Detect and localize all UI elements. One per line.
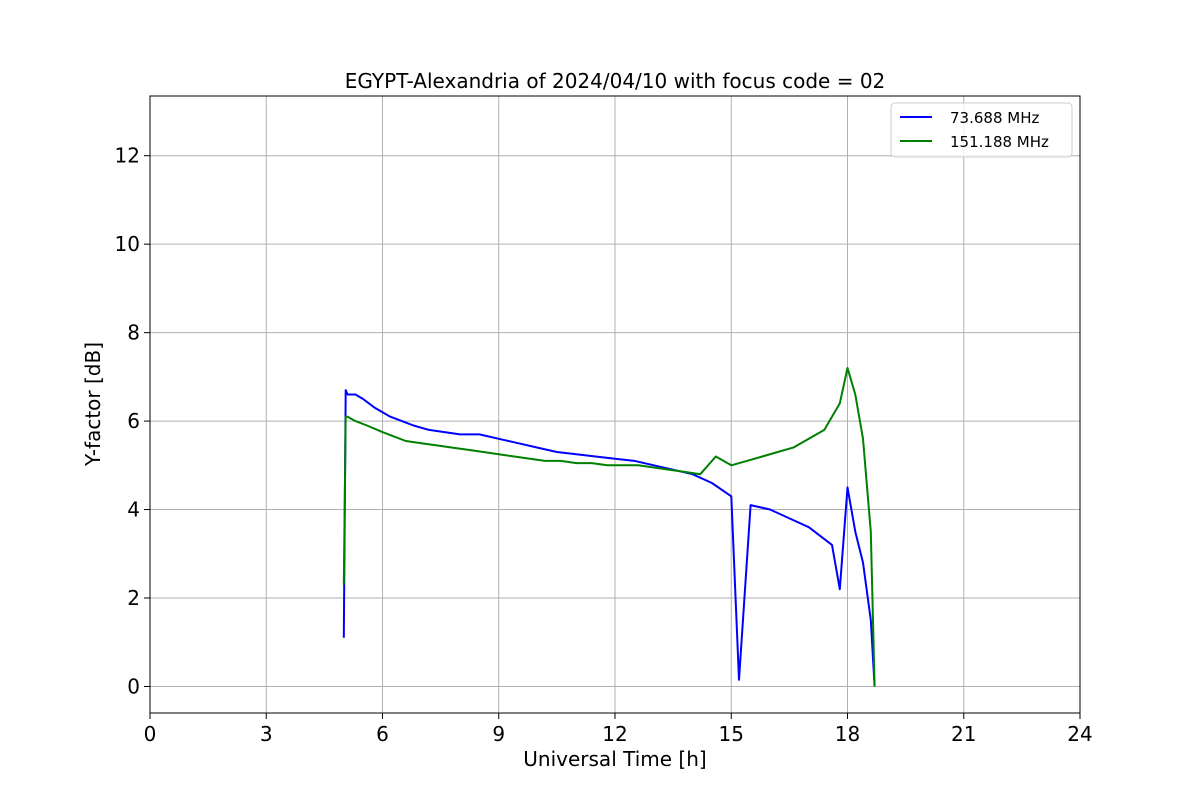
x-axis-ticks: 0 3 6 9 12 15 18 21 24 [144,713,1093,746]
legend-box [890,102,1073,158]
series-line-73mhz [342,389,876,687]
x-tick-label: 24 [1067,722,1092,746]
x-tick-label: 21 [951,722,976,746]
y-tick-label: 12 [115,144,140,168]
x-tick-label: 9 [492,722,505,746]
y-tick-label: 6 [127,409,140,433]
y-axis-label: Y-factor [dB] [81,342,105,467]
x-tick-label: 18 [835,722,860,746]
series-line-151mhz [342,367,876,687]
x-axis-label: Universal Time [h] [523,747,706,771]
y-axis-ticks: 0 2 4 6 8 10 12 [115,144,150,698]
x-tick-label: 0 [144,722,157,746]
x-tick-label: 15 [719,722,744,746]
y-tick-label: 4 [127,498,140,522]
x-tick-label: 6 [376,722,389,746]
legend: 73.688 MHz 151.188 MHz [890,102,1073,158]
x-tick-label: 12 [602,722,627,746]
series-layer [342,367,876,687]
y-tick-label: 0 [127,674,140,698]
x-tick-label: 3 [260,722,273,746]
legend-label-73mhz: 73.688 MHz [950,109,1039,127]
y-tick-label: 10 [115,232,140,256]
chart-title: EGYPT-Alexandria of 2024/04/10 with focu… [345,69,886,93]
legend-label-151mhz: 151.188 MHz [950,133,1049,151]
y-tick-label: 2 [127,586,140,610]
y-tick-label: 8 [127,321,140,345]
